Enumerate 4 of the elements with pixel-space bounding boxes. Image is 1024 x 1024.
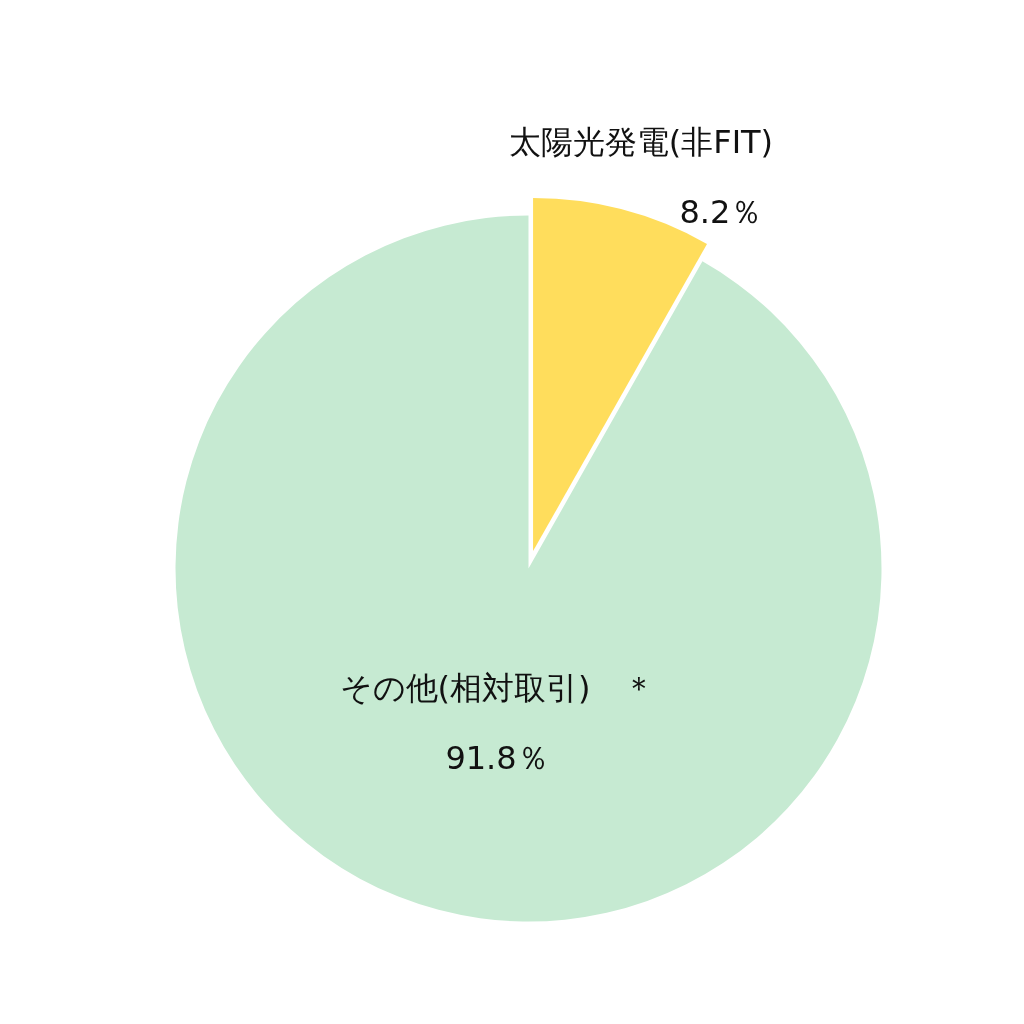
data-label: 91.8％: [445, 738, 549, 777]
data-label: 8.2％: [679, 192, 763, 231]
slice-label: その他(相対取引) ＊: [339, 668, 655, 707]
slice-label: 太陽光発電(非FIT): [508, 122, 774, 161]
